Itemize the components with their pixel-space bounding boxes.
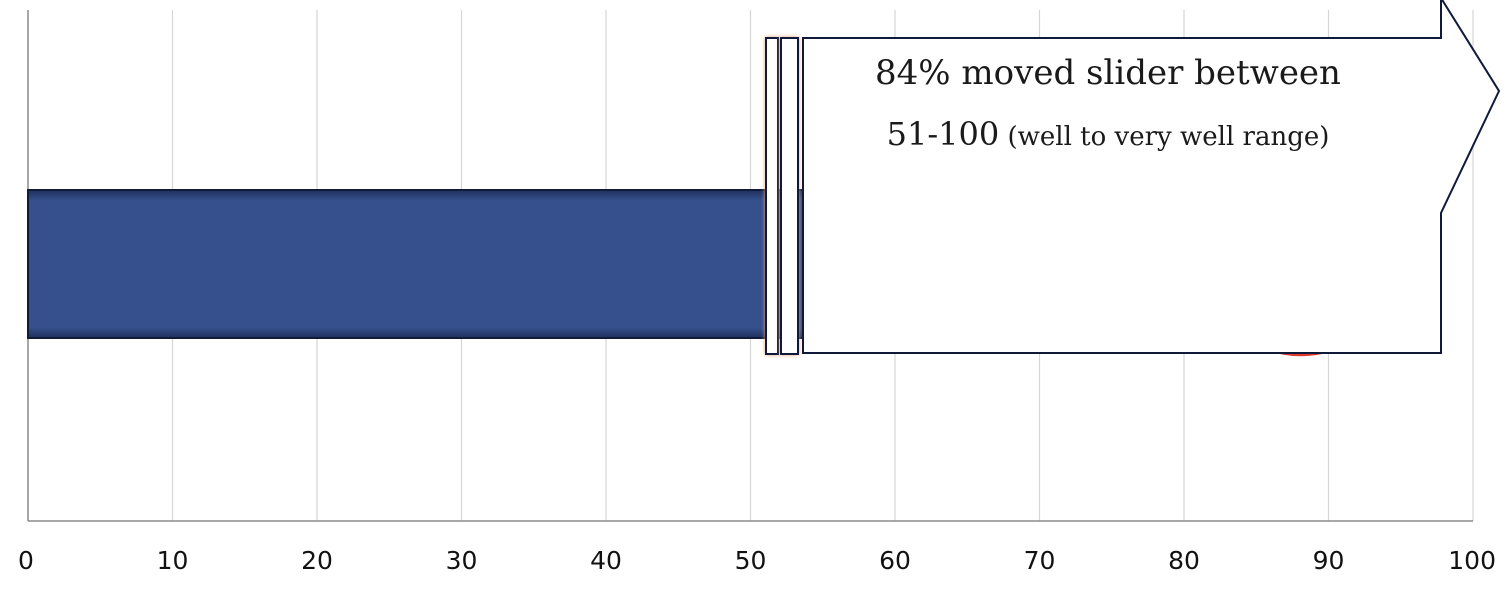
callout-range-description: (well to very well range) <box>999 122 1329 152</box>
callout-arrow-shape <box>802 0 1501 354</box>
x-tick-label: 60 <box>879 546 911 575</box>
x-tick-label: 70 <box>1024 546 1056 575</box>
x-tick-label: 20 <box>301 546 333 575</box>
x-tick-label: 90 <box>1313 546 1345 575</box>
callout-strip-2 <box>780 37 799 355</box>
x-tick-label: 50 <box>735 546 767 575</box>
callout-strip-1 <box>765 37 779 355</box>
callout-line-1: 84% moved slider between <box>875 53 1341 93</box>
callout-arrow: 84% moved slider between 51-100 (well to… <box>765 0 1501 355</box>
x-tick-labels: 0 10 20 30 40 50 60 70 80 90 100 <box>18 546 1496 575</box>
x-tick-label: 30 <box>446 546 478 575</box>
x-tick-label: 80 <box>1168 546 1200 575</box>
x-tick-label: 40 <box>590 546 622 575</box>
x-tick-label: 100 <box>1448 546 1496 575</box>
callout-range-value: 51-100 <box>887 115 1000 153</box>
x-tick-label: 10 <box>157 546 189 575</box>
x-tick-label: 0 <box>18 546 34 575</box>
callout-line-2: 51-100 (well to very well range) <box>887 115 1330 153</box>
